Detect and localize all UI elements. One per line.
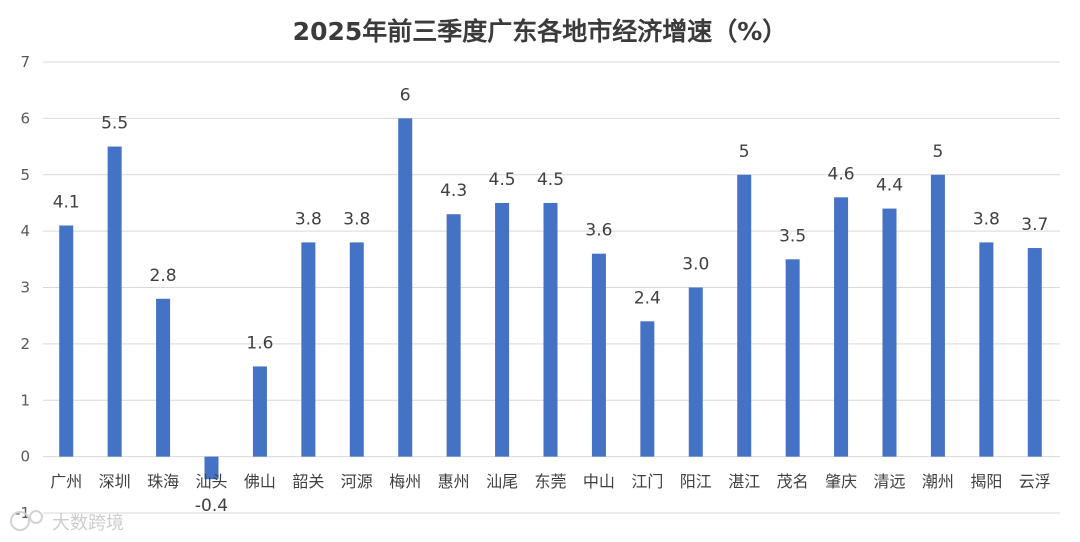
x-tick-label: 珠海 [147,472,179,491]
bar [204,456,219,480]
data-label: 5 [933,142,944,162]
data-label: 4.6 [828,164,855,184]
bar [979,242,994,457]
x-tick-label: 肇庆 [825,472,857,491]
data-label: 3.8 [295,209,322,229]
bar [882,208,897,457]
y-tick-label: 3 [20,279,30,297]
bars [59,118,1042,480]
data-label: 4.3 [440,181,467,201]
x-tick-label: 湛江 [728,472,760,491]
bar [543,202,558,457]
x-tick-label: 汕尾 [486,472,518,491]
x-tick-label: 深圳 [99,472,131,491]
data-label: 4.5 [489,170,516,190]
data-label: 6 [400,85,411,105]
bar [59,225,74,457]
y-tick-label: 1 [20,391,30,409]
bar [446,214,461,457]
data-label: 4.4 [876,176,903,196]
y-tick-label: 6 [20,109,30,127]
x-tick-label: 中山 [583,472,615,491]
bar [737,174,752,457]
x-tick-label: 汕头 [195,472,227,491]
x-tick-label: 江门 [631,472,663,491]
data-label: 2.4 [634,288,661,308]
bar [834,197,849,457]
watermark-text: 大数跨境 [52,513,124,534]
data-label: 3.7 [1021,215,1048,235]
y-tick-label: 7 [20,53,30,71]
bar [156,298,171,457]
x-tick-label: 清远 [873,472,905,491]
bar [398,118,413,457]
bar [930,174,945,457]
bar [349,242,364,457]
x-tick-label: 广州 [50,472,82,491]
data-label: 2.8 [150,266,177,286]
data-label: 3.6 [585,221,612,241]
data-label: 3.8 [343,209,370,229]
y-tick-label: 2 [20,335,30,353]
x-tick-label: 潮州 [922,472,954,491]
chart-title: 2025年前三季度广东各地市经济增速（%） [293,17,788,46]
y-tick-label: 4 [20,222,30,240]
x-tick-label: 揭阳 [970,472,1002,491]
data-label: 3.8 [973,209,1000,229]
bar [640,321,655,457]
x-tick-label: 韶关 [292,472,324,491]
x-axis: 广州 深圳 珠海 汕头 佛山 韶关 河源 梅州 惠州 汕尾 东莞 中山 江门 阳江 湛江 茂名 肇庆 清远 潮州 揭阳… [50,472,1051,491]
data-label: 5 [739,142,750,162]
data-label: 4.1 [53,192,80,212]
logo-icon [10,510,43,531]
data-label: 4.5 [537,170,564,190]
x-tick-label: 东莞 [534,472,566,491]
data-label: 5.5 [101,114,128,134]
bar [1027,248,1042,457]
data-label: 3.0 [682,255,709,275]
x-tick-label: 惠州 [438,472,470,491]
x-tick-label: 云浮 [1019,472,1051,491]
x-tick-label: 阳江 [680,472,712,491]
bar [785,259,800,457]
y-tick-label: 5 [20,166,30,184]
bar [252,366,267,457]
bar [688,287,703,457]
data-label: 1.6 [246,333,273,353]
bar [495,202,510,457]
data-labels: 4.1 5.5 2.8 -0.4 1.6 3.8 3.8 6 4.3 4.5 4.5 3.6 2.4 3.… [53,85,1049,516]
bar [301,242,316,457]
bar [107,146,122,457]
data-label: -0.4 [195,496,228,516]
x-tick-label: 佛山 [244,472,276,491]
bar [591,253,606,457]
x-tick-label: 茂名 [777,472,809,491]
y-tick-label: 0 [20,448,30,466]
watermark: 大数跨境 [10,510,124,534]
x-tick-label: 梅州 [389,472,421,491]
data-label: 3.5 [779,226,806,246]
x-tick-label: 河源 [341,472,373,491]
